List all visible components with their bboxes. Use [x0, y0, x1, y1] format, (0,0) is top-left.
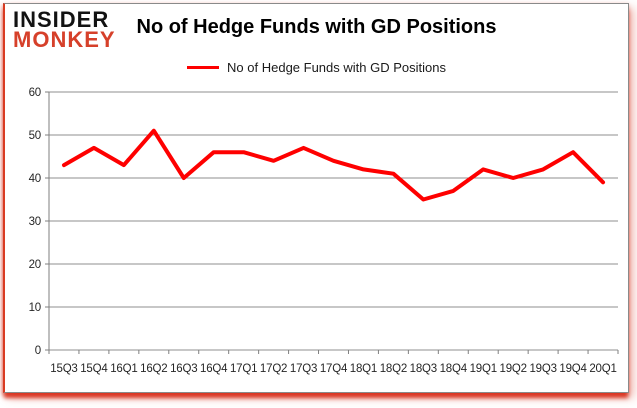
y-axis-label: 0 [35, 345, 41, 357]
x-axis-label: 17Q2 [260, 363, 287, 375]
page-title: No of Hedge Funds with GD Positions [136, 16, 497, 38]
x-axis-label: 16Q4 [200, 363, 228, 375]
legend-label: No of Hedge Funds with GD Positions [227, 59, 446, 75]
x-axis-label: 16Q3 [170, 363, 197, 375]
insider-monkey-logo: INSIDER MONKEY [13, 7, 116, 53]
x-axis-label: 19Q2 [500, 363, 527, 375]
x-axis-label: 17Q3 [290, 363, 317, 375]
x-axis-label: 16Q2 [140, 363, 167, 375]
x-axis-label: 15Q4 [80, 363, 108, 375]
data-line-series [61, 128, 606, 202]
y-axis-label: 10 [29, 302, 41, 314]
y-axis-label: 40 [29, 173, 41, 185]
legend: No of Hedge Funds with GD Positions [5, 59, 628, 75]
y-axis-label: 20 [29, 259, 41, 271]
logo-line-insider: INSIDER [13, 7, 110, 32]
legend-line-marker [187, 65, 220, 69]
x-axis-label: 18Q3 [410, 363, 437, 375]
x-axis-label: 18Q1 [350, 363, 377, 375]
x-axis-label: 20Q1 [589, 363, 616, 375]
x-axis-label: 19Q3 [529, 363, 556, 375]
x-axis-label: 18Q4 [440, 363, 468, 375]
y-axis-label: 50 [29, 130, 41, 142]
x-axis-label: 18Q2 [380, 363, 407, 375]
y-axis-label: 60 [29, 87, 41, 99]
x-axis-label: 17Q1 [230, 363, 257, 375]
x-axis-label: 16Q1 [110, 363, 137, 375]
x-axis-label: 19Q1 [470, 363, 497, 375]
x-axis-label: 19Q4 [559, 363, 587, 375]
x-axis-label: 17Q4 [320, 363, 348, 375]
x-axis-label: 15Q3 [50, 363, 77, 375]
logo-line-monkey: MONKEY [13, 27, 116, 53]
y-axis-label: 30 [29, 216, 41, 228]
chart-card: INSIDER MONKEY No of Hedge Funds with GD… [3, 3, 629, 393]
